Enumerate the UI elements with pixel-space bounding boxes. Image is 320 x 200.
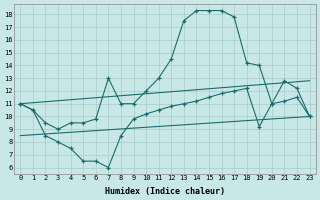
X-axis label: Humidex (Indice chaleur): Humidex (Indice chaleur) [105, 187, 225, 196]
